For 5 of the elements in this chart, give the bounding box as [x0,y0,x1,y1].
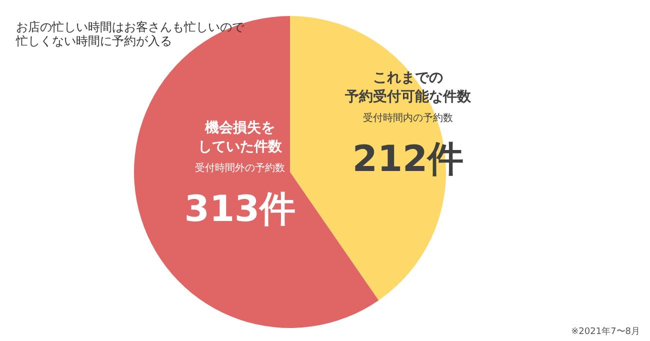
slice-label: 機会損失をしていた件数 [198,120,283,155]
text: 受付時間外の予約数 [195,162,285,174]
text: お店の忙しい時間はお客さんも忙しいので忙しくない時間に予約が入る [15,20,245,48]
text: ※2021年7〜8月 [571,326,640,337]
data-label: 313件 [184,189,296,230]
